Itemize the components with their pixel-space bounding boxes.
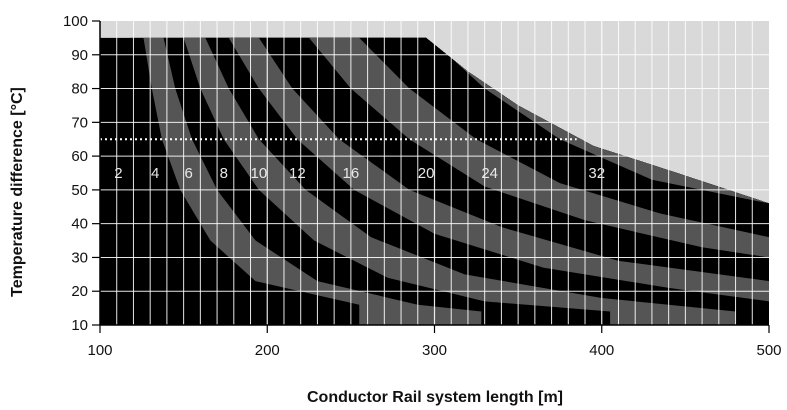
curve-label: 20 <box>418 165 435 182</box>
y-tick-label: 70 <box>71 114 88 131</box>
curve-label: 2 <box>114 165 122 182</box>
y-tick-label: 40 <box>71 216 88 233</box>
curve-label: 12 <box>289 165 306 182</box>
x-tick-label: 200 <box>255 342 280 359</box>
grid <box>100 21 769 325</box>
curve-label: 8 <box>220 165 228 182</box>
x-tick-label: 500 <box>756 342 781 359</box>
y-tick-label: 20 <box>71 283 88 300</box>
x-tick-label: 300 <box>422 342 447 359</box>
curve-label: 24 <box>481 165 498 182</box>
curve-label: 16 <box>343 165 360 182</box>
axes: 10 20 30 40 50 60 70 80 90 100 100 200 300 400 500 <box>63 13 782 359</box>
x-tick-label: 400 <box>589 342 614 359</box>
y-tick-label: 100 <box>63 13 88 30</box>
curve-label: 6 <box>184 165 192 182</box>
y-tick-label: 90 <box>71 47 88 64</box>
y-tick-label: 50 <box>71 182 88 199</box>
curve-label: 4 <box>151 165 159 182</box>
x-axis-title: Conductor Rail system length [m] <box>307 389 563 406</box>
y-tick-label: 10 <box>71 317 88 334</box>
y-tick-label: 80 <box>71 81 88 98</box>
curve-label: 10 <box>251 165 268 182</box>
y-tick-label: 30 <box>71 249 88 266</box>
curve-label: 32 <box>588 165 605 182</box>
y-axis-title: Temperature difference [°C] <box>9 87 26 297</box>
x-tick-label: 100 <box>87 342 112 359</box>
y-tick-label: 60 <box>71 148 88 165</box>
plot-area: 2 4 6 8 10 12 16 20 24 32 <box>100 21 769 325</box>
